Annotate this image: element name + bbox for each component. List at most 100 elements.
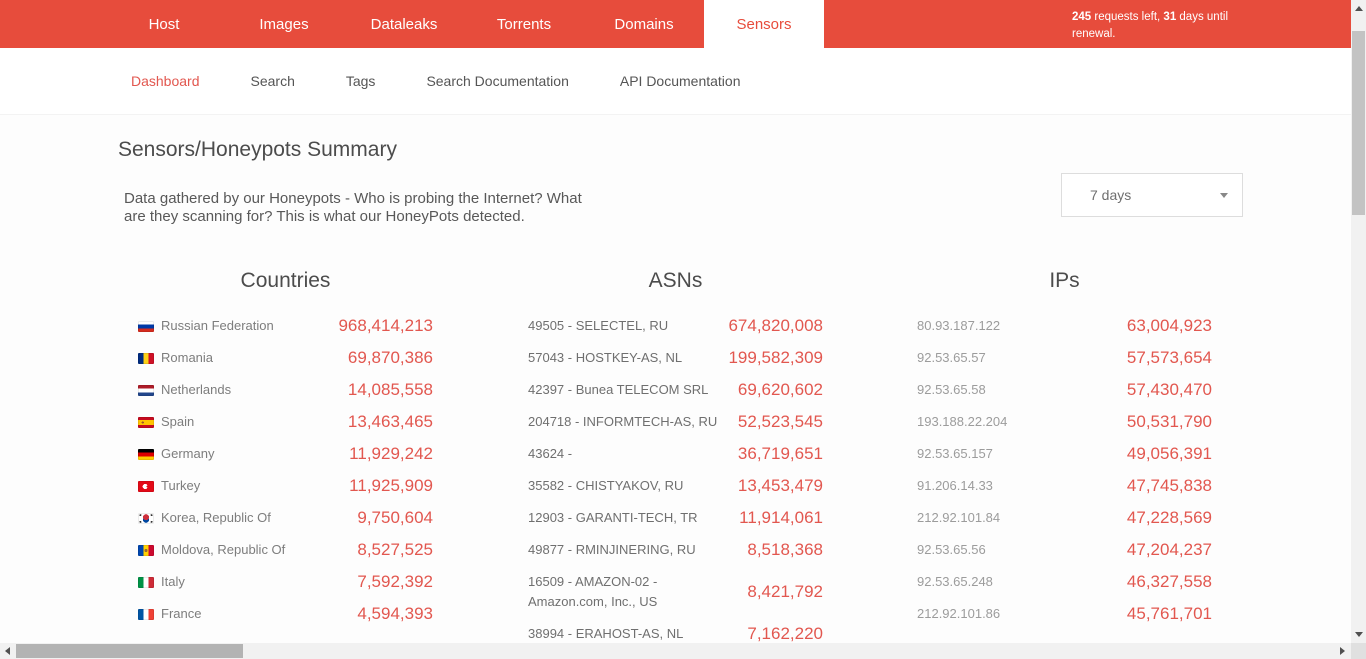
- ip-address: 92.53.65.248: [917, 574, 993, 589]
- country-row[interactable]: Turkey 11,925,909: [138, 476, 433, 496]
- country-row[interactable]: Spain 13,463,465: [138, 412, 433, 432]
- flag-turkey-icon: [138, 480, 154, 492]
- asn-name: 43624 -: [528, 446, 573, 461]
- asn-row[interactable]: 38994 - ERAHOST-AS, NL 7,162,220: [528, 624, 823, 643]
- country-name: Italy: [161, 574, 185, 589]
- asn-row[interactable]: 204718 - INFORMTECH-AS, RU 52,523,545: [528, 412, 823, 432]
- ip-row[interactable]: 91.206.14.33 47,745,838: [917, 476, 1212, 496]
- country-name: Turkey: [161, 478, 201, 493]
- asn-name: 38994 - ERAHOST-AS, NL: [528, 626, 684, 641]
- country-name: Romania: [161, 350, 214, 365]
- scroll-up-icon[interactable]: [1355, 6, 1363, 11]
- tab-torrents[interactable]: Torrents: [496, 15, 552, 33]
- ip-address: 212.92.101.86: [917, 606, 1001, 621]
- country-row[interactable]: Romania 69,870,386: [138, 348, 433, 368]
- vertical-scrollbar[interactable]: [1351, 0, 1366, 643]
- tab-domains[interactable]: Domains: [614, 15, 674, 33]
- ip-row[interactable]: 212.92.101.84 47,228,569: [917, 508, 1212, 528]
- ip-row[interactable]: 92.53.65.58 57,430,470: [917, 380, 1212, 400]
- asn-row[interactable]: 12903 - GARANTI-TECH, TR 11,914,061: [528, 508, 823, 528]
- quota-status: 245 requests left, 31 days until renewal…: [1072, 9, 1232, 43]
- ip-address: 193.188.22.204: [917, 414, 1008, 429]
- scroll-down-icon[interactable]: [1355, 632, 1363, 637]
- page-title: Sensors/Honeypots Summary: [118, 138, 397, 161]
- asn-row[interactable]: 43624 - 36,719,651: [528, 444, 823, 464]
- subnav-search[interactable]: Search: [250, 73, 295, 89]
- ip-address: 92.53.65.56: [917, 542, 986, 557]
- ip-row[interactable]: 92.53.65.248 46,327,558: [917, 572, 1212, 592]
- subnav-tags[interactable]: Tags: [345, 73, 376, 89]
- ip-count: 50,531,790: [1126, 412, 1212, 431]
- ip-address: 91.206.14.33: [917, 478, 993, 493]
- tab-host[interactable]: Host: [148, 15, 180, 33]
- sub-navbar: Dashboard Search Tags Search Documentati…: [0, 48, 1351, 115]
- asn-name: 42397 - Bunea TELECOM SRL: [528, 382, 709, 397]
- horizontal-scrollbar[interactable]: [0, 643, 1351, 659]
- asns-column: ASNs 49505 - SELECTEL, RU 674,820,008 570…: [493, 268, 868, 643]
- tab-dataleaks[interactable]: Dataleaks: [370, 15, 438, 33]
- country-row[interactable]: Korea, Republic Of 9,750,604: [138, 508, 433, 528]
- flag-moldova-icon: [138, 544, 154, 556]
- asn-count: 36,719,651: [737, 444, 823, 463]
- flag-italy-icon: [138, 576, 154, 588]
- subnav-dashboard[interactable]: Dashboard: [131, 73, 200, 89]
- country-row[interactable]: France 4,594,393: [138, 604, 433, 624]
- tab-images[interactable]: Images: [259, 15, 309, 33]
- ips-header: IPs: [1049, 269, 1080, 292]
- asn-count: 69,620,602: [737, 380, 823, 399]
- country-row[interactable]: Italy 7,592,392: [138, 572, 433, 592]
- flag-germany-icon: [138, 448, 154, 460]
- ip-address: 80.93.187.122: [917, 318, 1001, 333]
- asn-count: 674,820,008: [728, 316, 823, 335]
- main-area: Sensors/Honeypots Summary Data gathered …: [0, 137, 1351, 643]
- country-row[interactable]: Russian Federation 968,414,213: [138, 316, 433, 336]
- ip-row[interactable]: 92.53.65.157 49,056,391: [917, 444, 1212, 464]
- ip-row[interactable]: 92.53.65.56 47,204,237: [917, 540, 1212, 560]
- asn-row[interactable]: 42397 - Bunea TELECOM SRL 69,620,602: [528, 380, 823, 400]
- ip-row[interactable]: 212.92.101.86 45,761,701: [917, 604, 1212, 624]
- ip-row[interactable]: 80.93.187.122 63,004,923: [917, 316, 1212, 336]
- ip-row[interactable]: 193.188.22.204 50,531,790: [917, 412, 1212, 432]
- asn-row[interactable]: 49877 - RMINJINERING, RU 8,518,368: [528, 540, 823, 560]
- asn-name: 16509 - AMAZON-02 - Amazon.com, Inc., US: [528, 574, 658, 609]
- asn-count: 199,582,309: [728, 348, 823, 367]
- flag-romania-icon: [138, 352, 154, 364]
- ip-count: 45,761,701: [1126, 604, 1212, 623]
- scroll-right-icon[interactable]: [1340, 647, 1345, 655]
- asn-name: 49505 - SELECTEL, RU: [528, 318, 669, 333]
- ip-count: 57,573,654: [1126, 348, 1212, 367]
- ip-address: 92.53.65.58: [917, 382, 986, 397]
- country-count: 69,870,386: [347, 348, 433, 367]
- asn-name: 12903 - GARANTI-TECH, TR: [528, 510, 698, 525]
- country-name: Russian Federation: [161, 318, 274, 333]
- country-name: Germany: [161, 446, 215, 461]
- flag-france-icon: [138, 608, 154, 620]
- ip-row[interactable]: 92.53.65.57 57,573,654: [917, 348, 1212, 368]
- asn-name: 57043 - HOSTKEY-AS, NL: [528, 350, 683, 365]
- period-select[interactable]: 7 days: [1061, 173, 1243, 217]
- subnav-api-documentation[interactable]: API Documentation: [619, 73, 741, 89]
- vertical-scrollbar-thumb[interactable]: [1352, 31, 1365, 215]
- ips-column: IPs 80.93.187.122 63,004,923 92.53.65.57 5…: [868, 268, 1243, 643]
- quota-mid-text: requests left,: [1091, 11, 1164, 23]
- country-row[interactable]: Moldova, Republic Of 8,527,525: [138, 540, 433, 560]
- asns-header: ASNs: [648, 269, 703, 292]
- country-count: 13,463,465: [347, 412, 433, 431]
- country-count: 8,527,525: [357, 540, 433, 559]
- asn-row[interactable]: 35582 - CHISTYAKOV, RU 13,453,479: [528, 476, 823, 496]
- period-select-value: 7 days: [1090, 187, 1132, 203]
- country-row[interactable]: Germany 11,929,242: [138, 444, 433, 464]
- flag-spain-icon: [138, 416, 154, 428]
- scroll-left-icon[interactable]: [5, 647, 10, 655]
- tab-sensors[interactable]: Sensors: [704, 0, 824, 48]
- intro-line-2: are they scanning for? This is what our …: [124, 208, 525, 225]
- ip-count: 47,228,569: [1126, 508, 1212, 527]
- asn-row[interactable]: 16509 - AMAZON-02 - Amazon.com, Inc., US…: [528, 572, 823, 612]
- asn-row[interactable]: 49505 - SELECTEL, RU 674,820,008: [528, 316, 823, 336]
- country-count: 9,750,604: [357, 508, 433, 527]
- subnav-search-documentation[interactable]: Search Documentation: [426, 73, 569, 89]
- country-row[interactable]: Netherlands 14,085,558: [138, 380, 433, 400]
- country-count: 11,925,909: [349, 476, 433, 495]
- horizontal-scrollbar-thumb[interactable]: [16, 644, 243, 658]
- asn-row[interactable]: 57043 - HOSTKEY-AS, NL 199,582,309: [528, 348, 823, 368]
